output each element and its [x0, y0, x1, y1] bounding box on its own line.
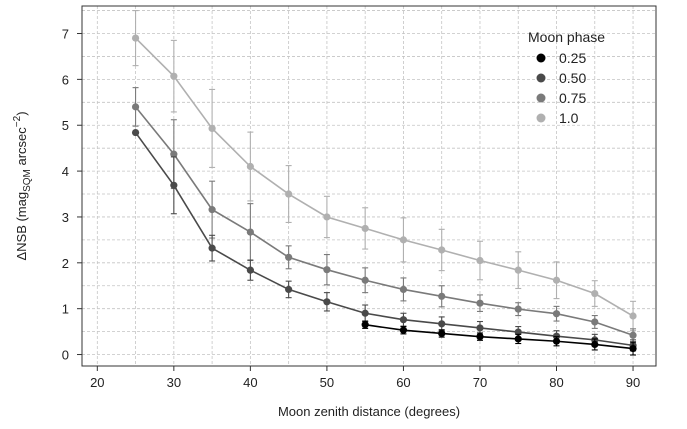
x-tick-label: 20 [90, 375, 104, 390]
data-point [438, 320, 446, 328]
data-point [285, 285, 293, 294]
data-point [514, 335, 522, 343]
legend-marker [536, 73, 546, 83]
axes: 20 30 40 50 60 70 80 90 0 1 2 3 4 5 6 7 [62, 27, 641, 390]
y-tick-label: 1 [62, 302, 69, 317]
data-point [399, 236, 408, 244]
data-point [208, 124, 216, 133]
data-point [514, 305, 522, 313]
y-tick-label: 3 [62, 210, 69, 225]
y-axis-label-sup: −2 [12, 115, 23, 127]
legend-marker [536, 93, 546, 103]
data-point [591, 289, 599, 298]
data-point [131, 34, 140, 42]
series-1.0 [131, 10, 637, 332]
x-tick-label: 40 [243, 375, 257, 390]
data-point [552, 337, 561, 345]
y-axis-label-suffix: ) [14, 111, 29, 115]
legend-items: 0.25 0.50 0.75 1.0 [536, 50, 586, 126]
series-line [365, 323, 634, 350]
x-tick-label: 60 [396, 375, 410, 390]
data-point [246, 162, 254, 171]
series-line [135, 37, 634, 317]
plot-frame [81, 5, 657, 367]
data-point [323, 213, 331, 221]
series-0.25 [361, 320, 637, 356]
legend: Moon phase 0.25 0.50 0.75 1.0 [528, 29, 605, 126]
data-point [476, 333, 484, 341]
data-point [476, 324, 484, 332]
legend-marker [536, 113, 546, 123]
data-point [131, 128, 140, 137]
data-point [323, 298, 331, 306]
data-point [399, 316, 408, 324]
legend-label: 0.25 [559, 50, 586, 66]
legend-label: 1.0 [559, 110, 579, 126]
series-layer [131, 10, 637, 356]
y-axis-label-prefix: ΔNSB (mag [14, 192, 29, 261]
y-tick-label: 6 [62, 72, 69, 87]
y-axis-label-mid: arcsec [14, 127, 29, 169]
data-point [361, 224, 369, 233]
data-point [552, 310, 561, 318]
data-point [323, 266, 331, 274]
legend-label: 0.50 [559, 70, 586, 86]
data-point [208, 206, 216, 214]
data-point [131, 103, 140, 111]
legend-title: Moon phase [528, 29, 605, 45]
data-point [629, 344, 637, 353]
data-point [170, 72, 178, 80]
data-point [552, 276, 561, 284]
data-point [170, 150, 178, 158]
data-point [208, 244, 216, 252]
data-point [438, 329, 446, 338]
y-tick-label: 7 [62, 27, 69, 42]
x-tick-label: 50 [320, 375, 334, 390]
data-point [591, 340, 599, 349]
y-tick-label: 0 [62, 348, 69, 363]
data-point [361, 321, 369, 329]
x-axis-label: Moon zenith distance (degrees) [278, 404, 460, 419]
data-point [246, 228, 254, 236]
series-line [134, 132, 634, 347]
x-tick-label: 30 [167, 375, 181, 390]
data-point [246, 266, 254, 274]
data-point [361, 309, 369, 317]
x-tick-label: 90 [626, 375, 640, 390]
y-tick-label: 2 [62, 256, 69, 271]
data-point [438, 292, 446, 300]
legend-label: 0.75 [559, 90, 586, 106]
data-point [591, 318, 599, 326]
data-point [476, 299, 484, 307]
data-point [361, 276, 369, 284]
data-point [629, 312, 637, 320]
y-tick-label: 4 [62, 164, 69, 179]
data-point [399, 285, 408, 294]
x-tick-label: 70 [473, 375, 487, 390]
data-point [514, 266, 522, 274]
data-point [170, 181, 178, 189]
legend-marker [536, 53, 546, 63]
y-tick-label: 5 [62, 118, 69, 133]
data-point [399, 326, 408, 334]
data-point [285, 190, 293, 198]
y-axis-label: ΔNSB (magSQM arcsec−2) [12, 111, 33, 260]
x-tick-label: 80 [549, 375, 563, 390]
data-point [476, 256, 484, 265]
data-point [438, 246, 446, 254]
data-point [629, 331, 637, 339]
data-point [285, 253, 293, 261]
series-line [134, 106, 634, 337]
y-axis-label-sub: SQM [22, 169, 33, 192]
